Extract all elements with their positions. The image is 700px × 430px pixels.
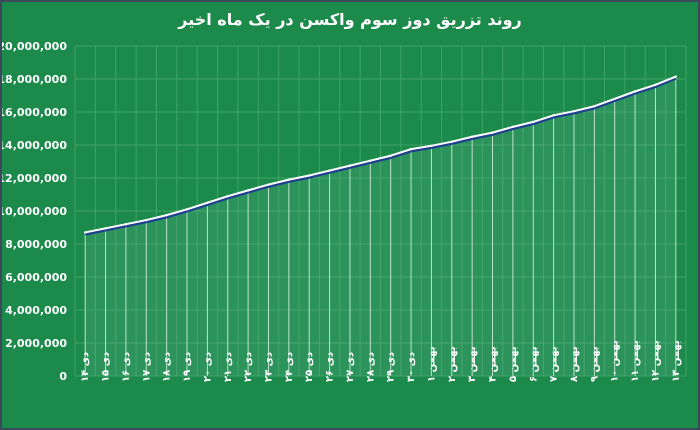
x-tick-label: دی ۳۰	[406, 352, 417, 382]
x-tick-label: بهمن ۵	[508, 346, 519, 382]
data-point	[593, 105, 596, 108]
x-tick-label: دی ۲۹	[386, 352, 397, 382]
data-point	[389, 154, 392, 157]
x-tick-label: دی ۱۸	[162, 352, 173, 382]
x-tick-label: بهمن ۴	[488, 346, 499, 382]
data-point	[124, 223, 128, 226]
y-tick-label: 8,000,000	[5, 238, 67, 251]
series-area	[85, 76, 676, 377]
series-line	[84, 75, 677, 234]
x-tick-label: بهمن ۱۱	[630, 340, 641, 382]
x-tick-label: دی ۲۱	[223, 352, 234, 382]
x-tick-label: دی ۲۶	[325, 352, 336, 382]
data-point	[572, 109, 576, 113]
data-point	[633, 90, 637, 93]
x-tick-label: دی ۱۵	[101, 352, 112, 382]
x-tick-label: دی ۲۰	[202, 352, 213, 382]
y-tick-label: 12,000,000	[2, 172, 67, 185]
data-point	[83, 231, 87, 234]
x-tick-label: بهمن ۶	[528, 346, 539, 382]
data-point	[287, 178, 291, 181]
x-tick-label: دی ۱۴	[80, 352, 91, 382]
x-tick-label: بهمن ۱۰	[610, 340, 621, 382]
data-point	[246, 189, 250, 192]
x-tick-label: دی ۲۳	[263, 352, 274, 382]
x-tick-label: بهمن ۳	[467, 346, 478, 382]
y-tick-label: 6,000,000	[5, 271, 67, 284]
data-point	[654, 83, 657, 86]
data-point	[165, 213, 168, 217]
x-tick-label: دی ۱۷	[141, 352, 152, 382]
y-tick-label: 16,000,000	[2, 106, 67, 119]
y-tick-label: 0	[59, 370, 67, 383]
x-tick-label: دی ۲۴	[284, 352, 295, 382]
x-tick-label: بهمن ۱۲	[650, 340, 661, 382]
x-tick-label: دی ۱۹	[182, 352, 193, 382]
data-point	[491, 131, 494, 134]
data-point	[450, 140, 453, 143]
data-point	[674, 75, 678, 78]
x-tick-label: بهمن ۱۳	[671, 340, 682, 382]
y-tick-label: 14,000,000	[2, 139, 67, 152]
data-point	[226, 194, 229, 198]
data-point	[511, 125, 515, 129]
x-tick-label: دی ۲۷	[345, 352, 356, 382]
x-tick-label: دی ۱۶	[121, 352, 132, 382]
y-tick-label: 10,000,000	[2, 205, 67, 218]
data-point	[430, 144, 433, 148]
data-point	[206, 201, 209, 204]
data-point	[267, 183, 270, 186]
data-point	[348, 164, 352, 167]
y-tick-label: 2,000,000	[5, 337, 67, 350]
y-tick-label: 4,000,000	[5, 304, 67, 317]
data-point	[145, 218, 148, 222]
data-point	[613, 97, 616, 101]
data-point	[552, 114, 555, 117]
x-tick-label: دی ۲۵	[304, 352, 315, 382]
x-tick-label: بهمن ۷	[549, 346, 560, 382]
x-tick-label: بهمن ۱	[426, 346, 437, 382]
x-tick-label: بهمن ۸	[569, 346, 580, 382]
data-point	[104, 227, 107, 230]
x-tick-label: بهمن ۹	[589, 346, 600, 382]
data-point	[409, 147, 413, 151]
x-tick-label: بهمن ۲	[447, 346, 458, 382]
chart-title: روند تزریق دوز سوم واکسن در یک ماه اخیر	[178, 10, 522, 29]
x-tick-label: دی ۲۲	[243, 352, 254, 382]
data-point	[532, 120, 535, 124]
data-point	[308, 174, 311, 177]
y-tick-label: 20,000,000	[2, 40, 67, 53]
y-tick-label: 18,000,000	[2, 73, 67, 86]
data-point	[470, 135, 474, 138]
series-line-shadow	[84, 77, 677, 236]
data-point	[369, 159, 372, 162]
x-tick-label: دی ۲۸	[365, 352, 376, 382]
data-point	[185, 208, 189, 211]
data-point	[328, 169, 331, 172]
